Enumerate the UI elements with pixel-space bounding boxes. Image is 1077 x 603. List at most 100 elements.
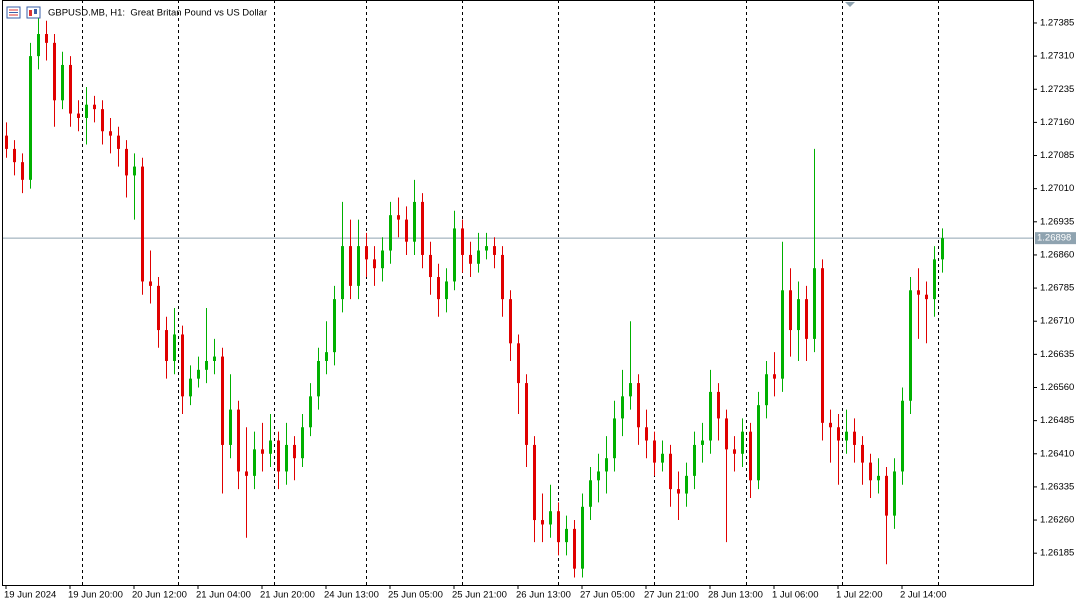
candle-body xyxy=(237,409,240,472)
candle-body xyxy=(517,343,520,384)
candle-body xyxy=(485,246,488,251)
candle-body xyxy=(341,246,344,300)
candle-body xyxy=(165,330,168,361)
candle-body xyxy=(701,440,704,445)
price-label-box xyxy=(1035,232,1076,245)
candle-body xyxy=(557,511,560,543)
y-tick-label: 1.27160 xyxy=(1040,117,1074,128)
candle-body xyxy=(117,135,120,149)
y-tick-label: 1.27310 xyxy=(1040,51,1074,62)
candle-body xyxy=(789,290,792,331)
candle-body xyxy=(141,166,144,282)
x-tick-label: 28 Jun 13:00 xyxy=(708,590,763,601)
candle-body xyxy=(53,42,56,101)
candle-body xyxy=(613,418,616,459)
y-tick-label: 1.26260 xyxy=(1040,515,1074,526)
chart-title: GBPUSD.MB, H1: Great Britan Pound vs US … xyxy=(48,8,267,19)
candle-body xyxy=(733,449,736,454)
candle-body xyxy=(29,56,32,180)
candle-body xyxy=(893,471,896,516)
candle-body xyxy=(453,228,456,282)
candle-body xyxy=(325,352,328,361)
candle-body xyxy=(61,64,64,101)
plot xyxy=(2,11,1033,578)
candle-body xyxy=(13,148,16,163)
candle-body xyxy=(205,360,208,370)
candle-body xyxy=(261,449,264,454)
candle-body xyxy=(757,405,760,481)
scroll-marker xyxy=(845,2,855,7)
candle-body xyxy=(837,427,840,441)
candle-body xyxy=(565,528,568,543)
candle-body xyxy=(69,64,72,114)
candle-body xyxy=(869,462,872,481)
candle-body xyxy=(101,109,104,132)
candle-body xyxy=(597,471,600,481)
header-icons xyxy=(6,6,41,19)
candle-body xyxy=(357,246,360,286)
candle-body xyxy=(909,290,912,401)
candle-body xyxy=(685,475,688,494)
x-tick-label: 19 Jun 2024 xyxy=(4,590,56,601)
candle-body xyxy=(877,475,880,481)
candle-body xyxy=(309,396,312,428)
candle-body xyxy=(373,259,376,269)
candle-body xyxy=(861,444,864,463)
x-tick-label: 21 Jun 04:00 xyxy=(196,590,251,601)
y-tick-label: 1.27235 xyxy=(1040,84,1074,95)
y-tick-label: 1.26860 xyxy=(1040,249,1074,260)
y-tick-label: 1.26785 xyxy=(1040,283,1074,294)
candle-body xyxy=(677,489,680,494)
candle-body xyxy=(549,511,552,525)
candle-body xyxy=(157,285,160,331)
candle-body xyxy=(365,246,368,260)
x-tick-label: 2 Jul 14:00 xyxy=(900,590,946,601)
y-tick-label: 1.27085 xyxy=(1040,150,1074,161)
candle-body xyxy=(397,215,400,220)
candle-body xyxy=(429,254,432,278)
candle-body xyxy=(541,520,544,525)
candle-body xyxy=(389,215,392,251)
candle-body xyxy=(605,458,608,472)
candle-body xyxy=(925,294,928,300)
candle-body xyxy=(573,528,576,569)
candle-body xyxy=(245,471,248,476)
candle-body xyxy=(525,383,528,445)
candle-body xyxy=(901,400,904,472)
candle-body xyxy=(413,201,416,242)
candle-body xyxy=(405,219,408,242)
candle-body xyxy=(349,246,352,286)
candle-body xyxy=(133,166,136,176)
x-tick-label: 1 Jul 22:00 xyxy=(836,590,882,601)
candle-body xyxy=(645,427,648,441)
candle-body xyxy=(765,374,768,406)
candle-body xyxy=(821,268,824,423)
x-tick-label: 21 Jun 20:00 xyxy=(260,590,315,601)
candle-body xyxy=(181,334,184,397)
candle-body xyxy=(845,431,848,441)
candle-body xyxy=(189,378,192,397)
candle-body xyxy=(941,238,944,260)
candle-body xyxy=(725,418,728,450)
candle-body xyxy=(149,281,152,286)
candle-body xyxy=(421,201,424,255)
candle-body xyxy=(37,34,40,57)
day-separators xyxy=(82,0,939,585)
candle-body xyxy=(797,299,800,331)
candle-body xyxy=(333,299,336,353)
x-tick-label: 27 Jun 21:00 xyxy=(644,590,699,601)
candle-body xyxy=(85,104,88,118)
candle-body xyxy=(533,444,536,521)
candle-body xyxy=(109,131,112,136)
candle-body xyxy=(277,440,280,472)
y-tick-label: 1.26710 xyxy=(1040,316,1074,327)
price-label: 1.26898 xyxy=(1037,233,1071,244)
candle-body xyxy=(213,356,216,361)
candle-body xyxy=(669,453,672,490)
candle-body xyxy=(653,440,656,463)
y-tick-label: 1.27385 xyxy=(1040,17,1074,28)
candle-body xyxy=(445,281,448,300)
candle-body xyxy=(461,228,464,255)
x-tick-label: 19 Jun 20:00 xyxy=(68,590,123,601)
